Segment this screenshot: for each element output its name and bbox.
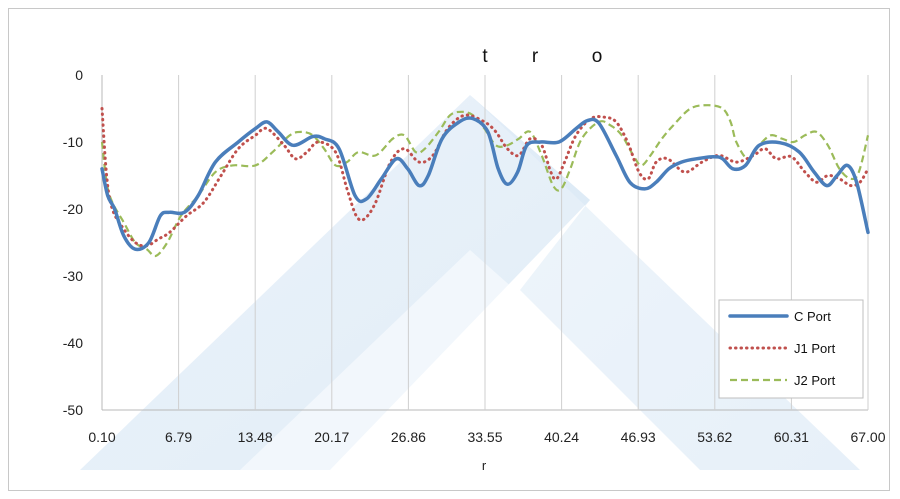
legend-label: C Port	[794, 309, 831, 324]
x-tick-label: 60.31	[774, 429, 809, 445]
chart-title: t r o	[482, 46, 602, 67]
y-tick-label: 0	[75, 67, 83, 83]
x-tick-label: 13.48	[238, 429, 273, 445]
x-tick-label: 67.00	[850, 429, 885, 445]
y-tick-labels: 0 -10 -20 -30 -40 -50	[63, 67, 83, 418]
title-part-1: t	[482, 46, 488, 67]
x-axis-title: r	[482, 458, 487, 473]
y-tick-label: -20	[63, 201, 83, 217]
legend: C Port J1 Port J2 Port	[718, 299, 864, 399]
x-tick-label: 0.10	[88, 429, 115, 445]
x-tick-label: 33.55	[467, 429, 502, 445]
y-tick-label: -30	[63, 268, 83, 284]
legend-label: J1 Port	[794, 341, 836, 356]
x-tick-label: 6.79	[165, 429, 192, 445]
y-tick-label: -10	[63, 134, 83, 150]
series-line-c-port	[100, 116, 870, 252]
title-part-2: r	[532, 46, 539, 67]
y-tick-label: -50	[63, 402, 83, 418]
x-tick-label: 53.62	[697, 429, 732, 445]
x-tick-label: 20.17	[314, 429, 349, 445]
legend-label: J2 Port	[794, 373, 836, 388]
x-tick-label: 40.24	[544, 429, 579, 445]
title-part-3: o	[592, 46, 603, 67]
x-tick-label: 46.93	[621, 429, 656, 445]
series-layer	[100, 104, 870, 258]
x-tick-label: 26.86	[391, 429, 426, 445]
gridlines	[178, 75, 869, 410]
y-tick-label: -40	[63, 335, 83, 351]
x-tick-labels: 0.10 6.79 13.48 20.17 26.86 33.55 40.24 46.93 53…	[88, 429, 885, 445]
watermark-logo	[80, 95, 860, 470]
